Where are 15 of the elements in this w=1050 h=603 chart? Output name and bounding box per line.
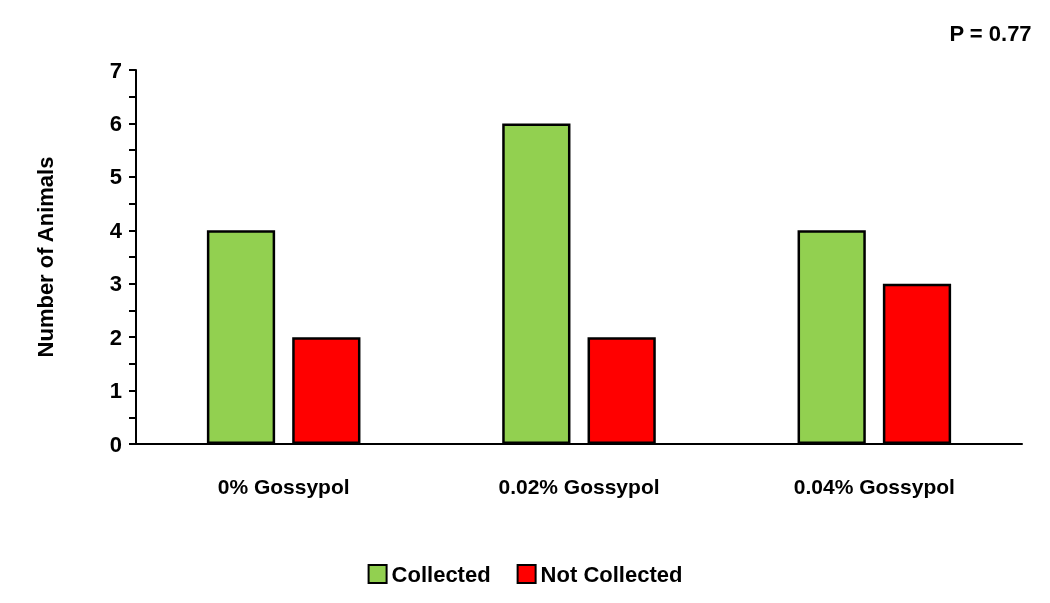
y-tick-label: 7 (109, 57, 122, 83)
text: P = 0.77 (949, 20, 1032, 46)
legend-label: Collected (391, 561, 491, 587)
x-tick-label: 0.04% Gossypol (793, 475, 955, 498)
y-tick-label: 4 (109, 217, 123, 243)
y-tick-label: 5 (109, 164, 122, 190)
y-tick-label: 0 (109, 431, 122, 457)
x-tick-label: 0% Gossypol (217, 475, 350, 498)
y-axis-title: Number of Animals (32, 156, 58, 358)
x-tick-label: 0.02% Gossypol (498, 475, 660, 498)
y-tick-label: 6 (109, 110, 122, 136)
legend-label: Not Collected (540, 561, 683, 587)
y-tick-label: 2 (109, 324, 122, 350)
y-tick-label: 3 (109, 271, 122, 297)
y-tick-label: 1 (109, 378, 122, 404)
